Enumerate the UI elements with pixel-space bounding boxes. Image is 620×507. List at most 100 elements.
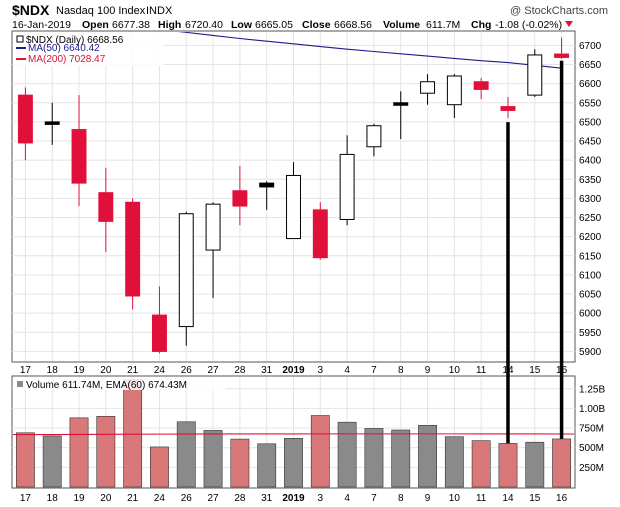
x-tick-label: 4	[344, 493, 350, 504]
legend-main: $NDX (Daily) 6668.56	[26, 35, 124, 46]
x-tick-label: 18	[47, 493, 59, 504]
candle	[473, 77, 489, 99]
candle-body	[98, 192, 114, 222]
candle	[98, 167, 114, 252]
volume-bar	[391, 429, 411, 488]
volume-bar	[203, 430, 223, 488]
candle	[205, 202, 221, 298]
candle-body	[473, 81, 489, 90]
x-tick-label: 31	[261, 365, 273, 376]
volume-bar	[444, 436, 464, 488]
quote-low-label: Low	[231, 19, 253, 31]
chart-watermark: @ StockCharts.com	[510, 5, 608, 17]
candle	[446, 74, 462, 119]
quote-high-label: High	[158, 19, 181, 31]
x-tick-label: 3	[318, 493, 324, 504]
candle-body	[339, 153, 355, 220]
candle	[125, 198, 141, 310]
volume-bar	[123, 379, 143, 488]
price-y-axis: 5900 5950 6000 6050 6100 6150 6200 6250 6300 6350…	[579, 41, 602, 358]
candle-body	[286, 174, 301, 240]
chart-exchange: INDX	[146, 5, 173, 17]
price-y-tick-label: 6000	[579, 309, 602, 320]
volume-bar	[337, 421, 357, 488]
volume-bar	[310, 415, 330, 488]
candle	[312, 202, 328, 260]
candlesticks	[17, 37, 570, 354]
legend-volume: Volume 611.74M, EMA(60) 674.43M	[26, 380, 187, 391]
price-y-tick-label: 6250	[579, 213, 602, 224]
price-y-tick-label: 6150	[579, 251, 602, 262]
volume-bar	[498, 443, 518, 488]
x-tick-label: 9	[425, 493, 431, 504]
x-tick-label: 16	[556, 493, 568, 504]
volume-y-tick-label: 500M	[579, 443, 604, 454]
candle-body	[527, 54, 543, 96]
price-y-tick-label: 6600	[579, 79, 602, 90]
candle-body	[393, 102, 409, 106]
quote-open-label: Open	[82, 19, 109, 31]
candle-body	[44, 121, 60, 125]
volume-bar	[257, 443, 277, 488]
price-y-tick-label: 6500	[579, 117, 602, 128]
candle	[178, 211, 194, 346]
candle	[232, 165, 248, 226]
x-tick-label: 8	[398, 365, 404, 376]
price-y-tick-label: 6100	[579, 270, 602, 281]
x-tick-label: 11	[476, 365, 487, 376]
price-y-tick-label: 6650	[579, 60, 602, 71]
quote-close-label: Close	[302, 19, 331, 31]
x-tick-label: 27	[208, 365, 220, 376]
volume-bar	[284, 437, 303, 488]
x-tick-label: 19	[73, 365, 85, 376]
price-y-tick-label: 6300	[579, 194, 602, 205]
quote-high: 6720.40	[185, 19, 223, 31]
candle	[259, 181, 275, 210]
candle-body	[151, 314, 167, 352]
x-tick-label: 2019	[282, 493, 305, 504]
x-tick-label: 24	[154, 365, 166, 376]
x-tick-label: 7	[371, 493, 377, 504]
candle-body	[366, 125, 382, 148]
quote-date: 16-Jan-2019	[12, 19, 71, 31]
candle	[420, 74, 436, 105]
price-legend: $NDX (Daily) 6668.56 MA(50) 6640.42 MA(2…	[14, 32, 164, 66]
volume-bar	[418, 425, 437, 488]
volume-bar	[15, 432, 35, 488]
volume-ema-line	[13, 433, 575, 436]
volume-bar	[364, 428, 384, 488]
chart-index-name: Nasdaq 100 Index	[56, 5, 146, 17]
quote-volume-label: Volume	[383, 19, 420, 31]
candle-body	[71, 129, 87, 184]
candle	[44, 102, 60, 145]
volume-y-tick-label: 1.25B	[579, 384, 605, 395]
volume-legend: Volume 611.74M, EMA(60) 674.43M	[14, 378, 226, 391]
legend-volume-icon	[17, 381, 23, 387]
volume-bar	[150, 446, 169, 488]
volume-y-tick-label: 250M	[579, 463, 604, 474]
price-y-tick-label: 6400	[579, 156, 602, 167]
legend-ma50: MA(50) 6640.42	[28, 43, 100, 54]
legend-ma200: MA(200) 7028.47	[28, 54, 106, 65]
candle-body	[178, 213, 194, 328]
candle-body	[500, 106, 516, 111]
volume-bar	[69, 417, 89, 488]
x-tick-label: 15	[529, 365, 541, 376]
price-y-tick-label: 6450	[579, 137, 602, 148]
x-tick-label: 21	[127, 493, 139, 504]
volume-bar	[230, 438, 250, 488]
volume-bar	[176, 421, 196, 488]
volume-x-axis: 17 18 19 20 21 24 26 27 28 31 2019 3 4 7 8 9 10 11 14 15 16	[20, 493, 568, 504]
quote-close: 6668.56	[334, 19, 372, 31]
price-y-tick-label: 6200	[579, 232, 602, 243]
quote-chg: -1.08 (-0.02%)	[495, 19, 562, 31]
x-tick-label: 20	[100, 493, 112, 504]
candle-body	[312, 209, 328, 259]
volume-bar	[471, 440, 491, 488]
x-tick-label: 15	[529, 493, 541, 504]
candle-body	[17, 94, 33, 144]
x-tick-label: 19	[73, 493, 85, 504]
x-tick-label: 26	[181, 493, 193, 504]
candle-body	[205, 203, 221, 251]
